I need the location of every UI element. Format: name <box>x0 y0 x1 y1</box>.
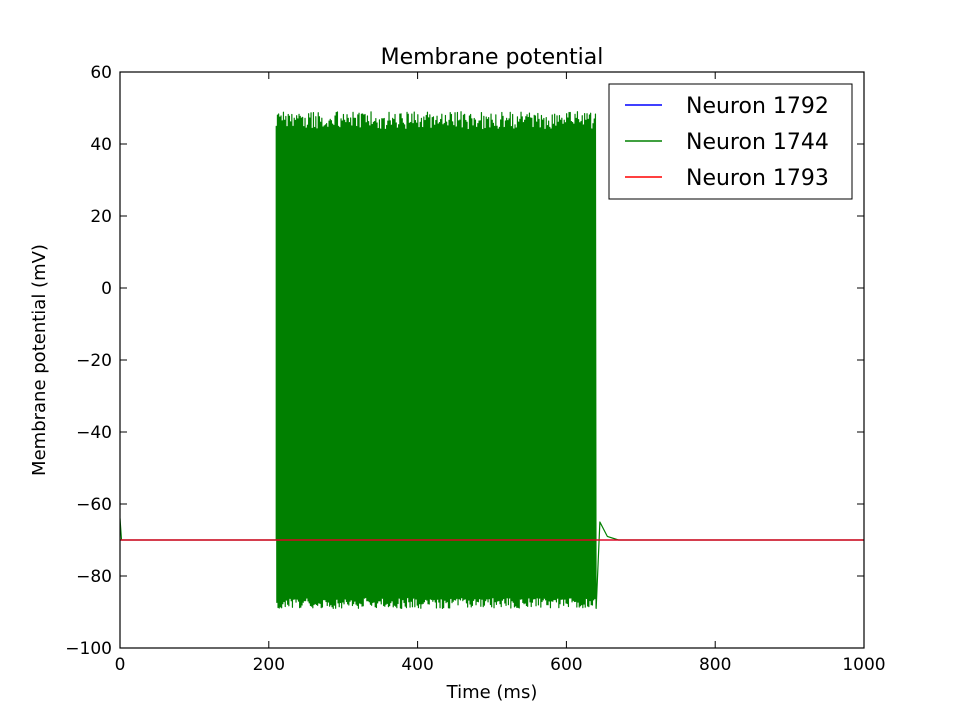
y-axis-title: Membrane potential (mV) <box>29 244 50 476</box>
series-line-neuron-1744 <box>120 111 864 609</box>
y-tick-label: −60 <box>76 495 112 515</box>
x-tick-label: 600 <box>550 655 582 675</box>
x-tick-label: 400 <box>401 655 433 675</box>
x-tick-label: 1000 <box>842 655 885 675</box>
ticks-layer: 0 200 400 600 800 1000 −100 −80 −60 −40 −20 0 20 40 60 <box>65 63 885 675</box>
y-tick-label: 40 <box>90 135 112 155</box>
x-tick-label: 800 <box>699 655 731 675</box>
legend: Neuron 1792 Neuron 1744 Neuron 1793 <box>608 83 853 200</box>
plot-area <box>120 111 864 609</box>
legend-label: Neuron 1792 <box>686 94 829 119</box>
y-tick-label: −40 <box>76 423 112 443</box>
y-tick-label: −80 <box>76 567 112 587</box>
y-tick-label: 0 <box>101 279 112 299</box>
y-tick-label: 20 <box>90 207 112 227</box>
x-axis-title: Time (ms) <box>446 682 538 703</box>
y-tick-label: 60 <box>90 63 112 83</box>
x-tick-label: 0 <box>115 655 126 675</box>
y-tick-label: −100 <box>65 639 112 659</box>
y-tick-label: −20 <box>76 351 112 371</box>
legend-label: Neuron 1793 <box>686 166 829 191</box>
x-tick-label: 200 <box>253 655 285 675</box>
legend-label: Neuron 1744 <box>686 130 829 155</box>
chart-title: Membrane potential <box>381 45 604 70</box>
series-layer <box>120 111 864 609</box>
